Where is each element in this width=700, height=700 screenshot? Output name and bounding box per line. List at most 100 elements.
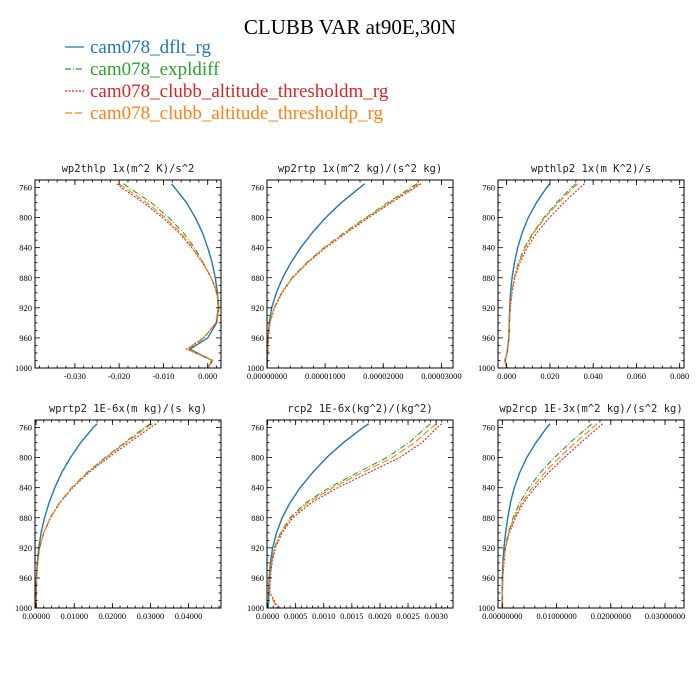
series-group [501,423,604,608]
x-tick-label: 0.0000 [256,611,279,621]
plot-frame [266,419,454,609]
x-tick-label: 0.04000 [175,611,203,621]
plot-frame [34,419,222,609]
series-line-thresholdp [118,183,220,368]
series-line-dflt [504,183,551,368]
y-tick-label: 1000 [247,603,264,613]
x-tick-label: 0.00000000 [247,371,287,381]
plot-frame [266,179,454,369]
legend-entry-dflt: cam078_dflt_rg [65,37,212,58]
y-tick-label: 880 [482,273,495,283]
x-tick-label: 0.0005 [284,611,307,621]
panel-4: wprtp2 1E-6x(m kg)/(s kg) 760 800 840 880 920… [15,403,222,621]
plot-frame [34,179,222,369]
x-tick-label: 0.0010 [312,611,335,621]
series-line-thresholdp [267,183,420,368]
y-tick-label: 880 [251,273,264,283]
y-tick-label: 880 [19,273,32,283]
legend-entry-expldiff: cam078_expldiff [65,59,220,80]
legend-label-expldiff: cam078_expldiff [90,59,220,80]
series-group [35,423,157,608]
y-tick-label: 840 [482,243,495,253]
figure-title: CLUBB VAR at90E,30N [244,15,456,39]
x-tick-label: 0.0025 [396,611,419,621]
series-line-expldiff [123,183,219,368]
y-tick-label: 1000 [15,603,32,613]
x-tick-label: 0.000 [497,371,516,381]
series-line-thresholdm [504,183,585,368]
y-tick-label: 760 [19,423,32,433]
panel-2: wp2rtp 1x(m^2 kg)/(s^2 kg) 760 800 840 880 92… [247,163,462,381]
y-tick-label: 920 [251,303,264,313]
panel-title: rcp2 1E-6x(kg^2)/(kg^2) [287,403,432,415]
series-line-thresholdm [35,423,157,608]
x-tick-label: 0.000 [198,371,217,381]
y-tick-label: 840 [19,483,32,493]
y-tick-label: 760 [251,183,264,193]
series-line-dflt [267,423,370,608]
x-tick-label: 0.03000000 [645,611,685,621]
y-tick-label: 840 [251,243,264,253]
series-group [267,423,443,608]
y-tick-label: 960 [482,573,495,583]
y-tick-label: 960 [251,333,264,343]
y-tick-label: 800 [251,453,264,463]
y-tick-label: 760 [19,183,32,193]
y-tick-label: 880 [482,513,495,523]
panel-title: wp2rtp 1x(m^2 kg)/(s^2 kg) [278,163,442,175]
panel-title: wp2rcp 1E-3x(m^2 kg)/(s^2 kg) [499,403,682,415]
y-tick-label: 880 [251,513,264,523]
y-tick-label: 1000 [247,363,264,373]
y-tick-label: 760 [482,423,495,433]
x-tick-label: 0.040 [584,371,603,381]
y-tick-label: 760 [251,423,264,433]
series-line-dflt [170,183,220,368]
y-tick-label: 800 [482,453,495,463]
series-line-dflt [35,423,98,608]
y-tick-label: 840 [19,243,32,253]
x-tick-label: 0.00003000 [421,371,461,381]
panel-title: wprtp2 1E-6x(m kg)/(s kg) [49,403,207,415]
series-group [504,183,585,368]
legend-entry-thresholdp: cam078_clubb_altitude_thresholdp_rg [65,103,384,124]
x-tick-label: 0.0030 [424,611,447,621]
legend: cam078_dflt_rg cam078_expldiff cam078_cl… [65,37,389,124]
y-tick-label: 960 [19,333,32,343]
y-tick-label: 920 [482,303,495,313]
y-tick-label: 800 [482,213,495,223]
y-tick-label: 880 [19,513,32,523]
plot-frame [497,419,685,609]
y-tick-label: 800 [19,453,32,463]
x-tick-label: 0.01000 [60,611,88,621]
y-tick-label: 920 [19,303,32,313]
series-line-thresholdm [501,423,604,608]
x-tick-label: -0.010 [152,371,174,381]
series-line-thresholdm [269,423,443,608]
y-tick-label: 1000 [15,363,32,373]
y-tick-label: 840 [251,483,264,493]
y-tick-label: 960 [19,573,32,583]
series-line-expldiff [267,183,418,368]
series-line-expldiff [267,423,431,608]
series-line-thresholdp [504,183,579,368]
series-line-thresholdm [267,183,422,368]
y-tick-label: 840 [482,483,495,493]
x-tick-label: 0.0020 [368,611,391,621]
series-group [116,183,220,368]
y-tick-label: 800 [19,213,32,223]
x-tick-label: 0.02000 [99,611,127,621]
x-tick-label: 0.080 [670,371,689,381]
x-tick-label: 0.01000000 [536,611,576,621]
panel-5: rcp2 1E-6x(kg^2)/(kg^2) 760 800 840 880 920 96… [247,403,454,621]
x-tick-label: 0.00000 [22,611,50,621]
x-tick-label: 0.00000000 [482,611,522,621]
y-tick-label: 1000 [478,363,495,373]
x-tick-label: -0.020 [108,371,130,381]
series-line-dflt [267,183,366,368]
panel-3: wpthlp2 1x(m K^2)/s 760 800 840 880 920 960 100… [478,163,689,381]
series-line-expldiff [35,423,151,608]
series-line-thresholdp [501,423,598,608]
series-line-thresholdp [35,423,153,608]
panel-6: wp2rcp 1E-3x(m^2 kg)/(s^2 kg) 760 800 840 88… [478,403,685,621]
